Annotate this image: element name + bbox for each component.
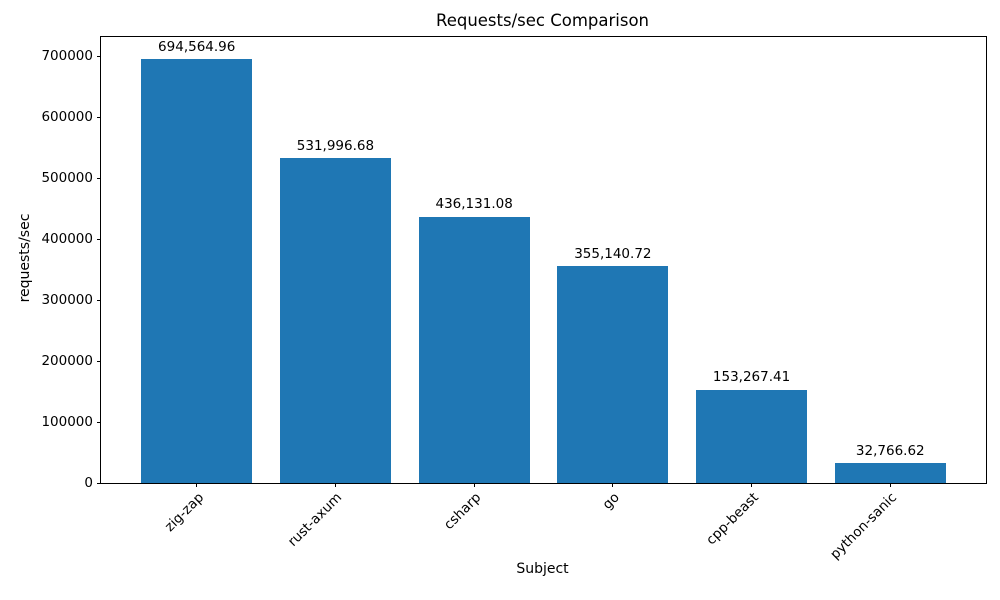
x-tick-label: zig-zap: [161, 489, 207, 535]
y-tick-label: 100000: [41, 414, 93, 430]
y-tick-label: 200000: [41, 353, 93, 369]
bar: [279, 158, 391, 483]
x-tick-mark: [196, 483, 198, 487]
y-tick-mark: [97, 55, 101, 57]
chart-title: Requests/sec Comparison: [435, 11, 650, 30]
x-tick-mark: [612, 483, 614, 487]
x-tick-mark: [473, 483, 475, 487]
y-tick-label: 400000: [41, 231, 93, 247]
x-axis-title: Subject: [516, 561, 569, 577]
bar-value-label: 153,267.41: [712, 369, 791, 386]
y-tick-mark: [97, 238, 101, 240]
bar: [834, 463, 946, 483]
bar-value-label: 436,131.08: [435, 196, 513, 213]
x-tick-label: go: [599, 489, 623, 513]
y-tick-mark: [97, 360, 101, 362]
bar-value-label: 694,564.96: [158, 38, 236, 55]
y-tick-label: 500000: [41, 170, 93, 186]
bar-value-label: 32,766.62: [855, 442, 925, 459]
x-tick-mark: [889, 483, 891, 487]
x-tick-label: python-sanic: [827, 489, 901, 563]
bar: [557, 266, 669, 483]
bar: [696, 389, 808, 483]
y-tick-mark: [97, 177, 101, 179]
y-tick-mark: [97, 421, 101, 423]
x-tick-mark: [334, 483, 336, 487]
plot-area: 0 100000 200000 300000 400000 500000 600000 700…: [41, 36, 987, 563]
y-tick-label: 0: [84, 475, 93, 491]
x-tick-label: csharp: [440, 489, 485, 534]
bar: [418, 216, 530, 483]
y-tick-mark: [97, 116, 101, 118]
y-tick-mark: [97, 299, 101, 301]
y-axis-title: requests/sec: [17, 213, 33, 303]
y-tick-label: 600000: [41, 109, 93, 125]
x-tick-label: rust-axum: [285, 489, 346, 550]
y-tick-label: 700000: [41, 48, 93, 64]
x-tick-mark: [751, 483, 753, 487]
bar-value-label: 355,140.72: [574, 245, 652, 262]
bar: [141, 59, 253, 483]
bar-value-label: 531,996.68: [296, 137, 375, 154]
y-tick-mark: [97, 482, 101, 484]
y-tick-label: 300000: [41, 292, 93, 308]
x-tick-label: cpp-beast: [702, 489, 762, 549]
